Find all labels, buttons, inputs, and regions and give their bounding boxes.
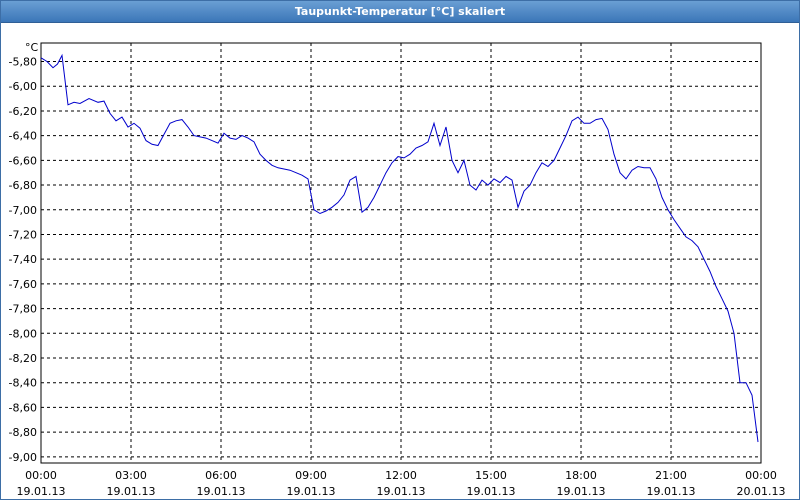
y-tick-label: -6,80 (9, 179, 37, 192)
x-tick-date: 19.01.13 (287, 485, 336, 498)
y-tick-label: -9,00 (9, 451, 37, 464)
y-tick-label: -6,20 (9, 105, 37, 118)
x-tick-date: 19.01.13 (197, 485, 246, 498)
x-tick-time: 00:00 (745, 469, 777, 482)
x-tick-date: 19.01.13 (557, 485, 606, 498)
x-tick-date: 19.01.13 (647, 485, 696, 498)
y-tick-label: -5,80 (9, 56, 37, 69)
x-tick-date: 19.01.13 (17, 485, 66, 498)
x-tick-time: 12:00 (385, 469, 417, 482)
x-tick-time: 09:00 (295, 469, 327, 482)
y-tick-label: -8,60 (9, 401, 37, 414)
y-tick-label: -7,40 (9, 253, 37, 266)
x-tick-date: 19.01.13 (467, 485, 516, 498)
y-tick-label: -8,40 (9, 377, 37, 390)
y-tick-label: -6,00 (9, 80, 37, 93)
y-tick-label: -6,40 (9, 130, 37, 143)
y-tick-label: -7,80 (9, 303, 37, 316)
x-tick-time: 00:00 (25, 469, 57, 482)
x-tick-date: 19.01.13 (377, 485, 426, 498)
y-tick-label: -7,00 (9, 204, 37, 217)
y-axis-unit: °C (25, 41, 39, 54)
y-axis: -5,80 -6,00 -6,20 -6,40 -6,60 -6,80 -7,00 -7,20… (9, 56, 37, 464)
y-tick-label: -8,20 (9, 352, 37, 365)
grid (41, 43, 761, 463)
y-tick-label: -6,60 (9, 154, 37, 167)
x-tick-time: 21:00 (655, 469, 687, 482)
series-line (40, 53, 759, 443)
y-tick-label: -7,20 (9, 228, 37, 241)
x-axis: 00:00 19.01.13 03:00 19.01.13 06:00 19.01.13 0… (17, 469, 786, 498)
x-tick-time: 03:00 (115, 469, 147, 482)
y-tick-label: -7,60 (9, 278, 37, 291)
x-tick-date: 20.01.13 (737, 485, 786, 498)
x-tick-date: 19.01.13 (107, 485, 156, 498)
x-tick-time: 06:00 (205, 469, 237, 482)
y-tick-label: -8,00 (9, 327, 37, 340)
window-title: Taupunkt-Temperatur [°C] skaliert (1, 1, 799, 23)
y-tick-label: -8,80 (9, 426, 37, 439)
x-tick-time: 18:00 (565, 469, 597, 482)
x-tick-time: 15:00 (475, 469, 507, 482)
